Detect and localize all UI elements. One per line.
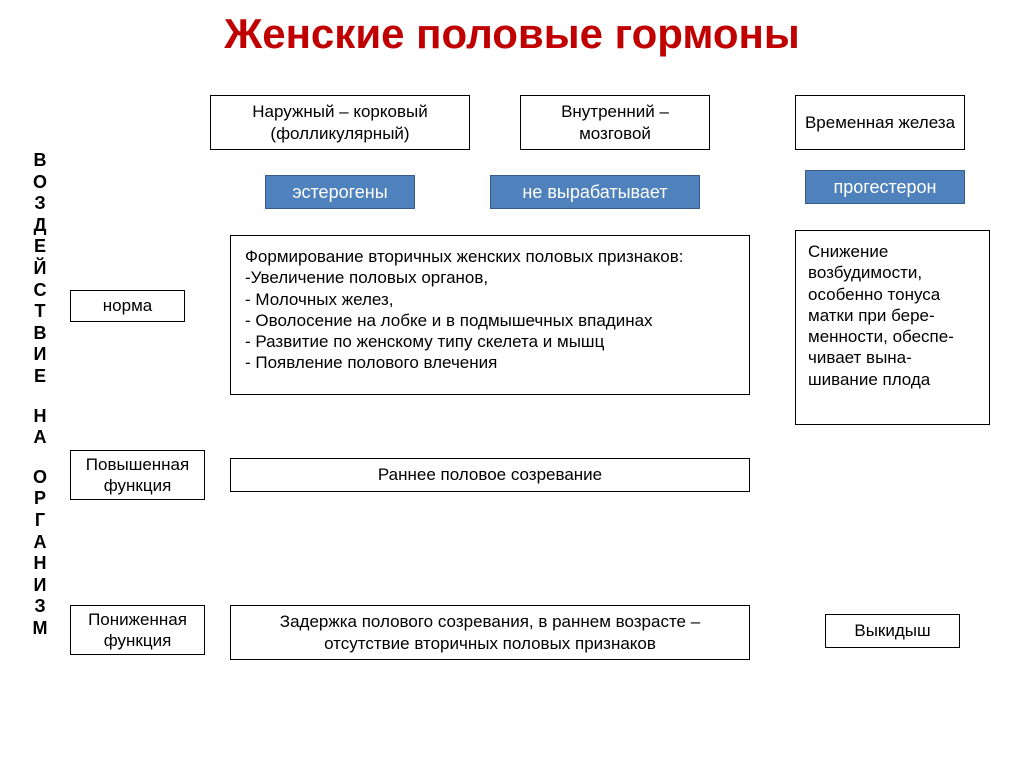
estrogens-chip: эстерогены [265, 175, 415, 209]
no-produce-chip: не вырабатывает [490, 175, 700, 209]
header-temporal-box: Временная железа [795, 95, 965, 150]
hypo-progesterone-box: Выкидыш [825, 614, 960, 648]
header-inner-box: Внутренний – мозговой [520, 95, 710, 150]
page-title: Женские половые гормоны [0, 10, 1024, 58]
vertical-axis-label: ВОЗДЕЙСТВИЕНАОРГАНИЗМ [30, 150, 50, 639]
norm-estrogens-box: Формирование вторичных женских половых п… [230, 235, 750, 395]
hypo-estrogens-box: Задержка полового созревания, в раннем в… [230, 605, 750, 660]
row-label-hypo: Пониженная функция [70, 605, 205, 655]
row-label-hyper: Повышенная функция [70, 450, 205, 500]
row-label-norm: норма [70, 290, 185, 322]
progesterone-chip: прогестерон [805, 170, 965, 204]
hyper-estrogens-box: Раннее половое созревание [230, 458, 750, 492]
header-outer-box: Наружный – корковый (фолликулярный) [210, 95, 470, 150]
norm-progesterone-box: Снижение возбудимости, особенно тонуса м… [795, 230, 990, 425]
